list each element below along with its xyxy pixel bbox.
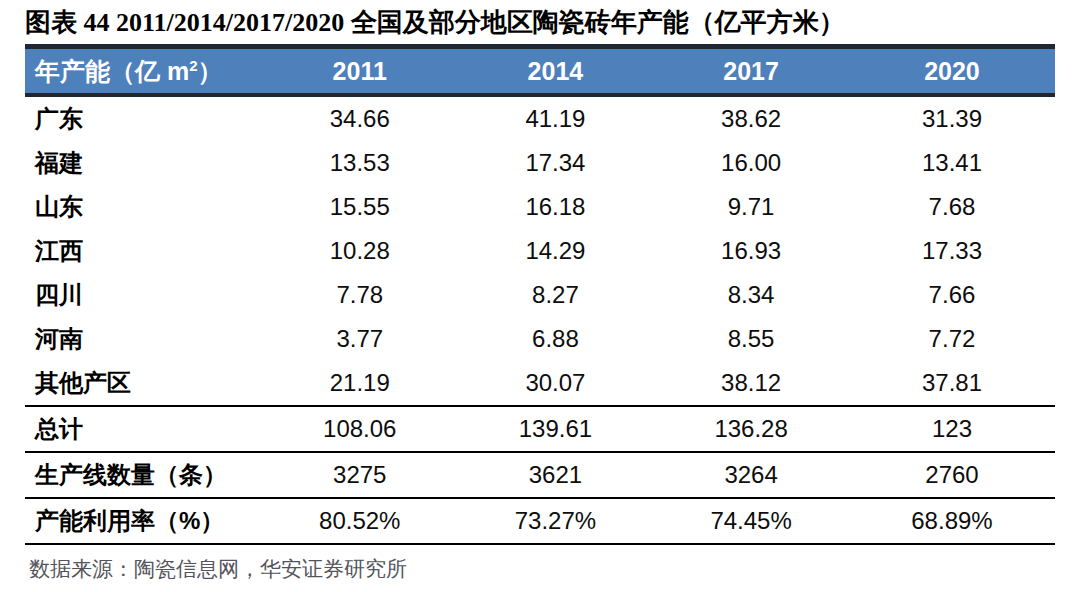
total-label: 总计 [25,406,262,452]
value-cell: 38.62 [653,95,849,141]
region-label: 广东 [25,95,262,141]
header-label-superscript: 2 [189,57,197,74]
value-cell: 7.66 [849,273,1055,317]
capacity-table: 年产能（亿 m2） 2011 2014 2017 2020 广东 34.66 4… [25,44,1055,545]
table-row-total: 总计 108.06 139.61 136.28 123 [25,406,1055,452]
value-cell: 13.41 [849,141,1055,185]
value-cell: 17.33 [849,229,1055,273]
production-lines-label: 生产线数量（条） [25,452,262,498]
value-cell: 80.52% [262,498,458,544]
table-header-row: 年产能（亿 m2） 2011 2014 2017 2020 [25,47,1055,96]
header-label-text: 年产能（亿 m [35,57,189,85]
value-cell: 139.61 [458,406,654,452]
value-cell: 3621 [458,452,654,498]
table-row-sichuan: 四川 7.78 8.27 8.34 7.66 [25,273,1055,317]
value-cell: 16.00 [653,141,849,185]
header-year-2014: 2014 [458,47,654,96]
value-cell: 73.27% [458,498,654,544]
header-year-2011: 2011 [262,47,458,96]
table-row-shandong: 山东 15.55 16.18 9.71 7.68 [25,185,1055,229]
value-cell: 15.55 [262,185,458,229]
header-label-cell: 年产能（亿 m2） [25,47,262,96]
value-cell: 41.19 [458,95,654,141]
value-cell: 17.34 [458,141,654,185]
region-label: 河南 [25,317,262,361]
table-row-jiangxi: 江西 10.28 14.29 16.93 17.33 [25,229,1055,273]
table-row-utilization: 产能利用率（%） 80.52% 73.27% 74.45% 68.89% [25,498,1055,544]
value-cell: 34.66 [262,95,458,141]
value-cell: 14.29 [458,229,654,273]
figure-title: 图表 44 2011/2014/2017/2020 全国及部分地区陶瓷砖年产能（… [25,6,1055,40]
value-cell: 2760 [849,452,1055,498]
value-cell: 136.28 [653,406,849,452]
value-cell: 123 [849,406,1055,452]
header-label-suffix: ） [198,57,223,85]
value-cell: 7.78 [262,273,458,317]
value-cell: 16.18 [458,185,654,229]
data-source: 数据来源：陶瓷信息网，华安证券研究所 [25,556,1055,582]
report-figure: 图表 44 2011/2014/2017/2020 全国及部分地区陶瓷砖年产能（… [0,0,1080,582]
value-cell: 6.88 [458,317,654,361]
region-label: 江西 [25,229,262,273]
table-row-other-regions: 其他产区 21.19 30.07 38.12 37.81 [25,361,1055,406]
value-cell: 3.77 [262,317,458,361]
value-cell: 7.72 [849,317,1055,361]
value-cell: 7.68 [849,185,1055,229]
value-cell: 8.55 [653,317,849,361]
value-cell: 30.07 [458,361,654,406]
value-cell: 9.71 [653,185,849,229]
region-label: 其他产区 [25,361,262,406]
table-row-henan: 河南 3.77 6.88 8.55 7.72 [25,317,1055,361]
region-label: 山东 [25,185,262,229]
region-label: 四川 [25,273,262,317]
value-cell: 68.89% [849,498,1055,544]
value-cell: 74.45% [653,498,849,544]
value-cell: 108.06 [262,406,458,452]
value-cell: 21.19 [262,361,458,406]
table-row-fujian: 福建 13.53 17.34 16.00 13.41 [25,141,1055,185]
table-row-guangdong: 广东 34.66 41.19 38.62 31.39 [25,95,1055,141]
value-cell: 16.93 [653,229,849,273]
header-year-2020: 2020 [849,47,1055,96]
value-cell: 37.81 [849,361,1055,406]
value-cell: 8.34 [653,273,849,317]
value-cell: 13.53 [262,141,458,185]
region-label: 福建 [25,141,262,185]
utilization-label: 产能利用率（%） [25,498,262,544]
value-cell: 3264 [653,452,849,498]
value-cell: 3275 [262,452,458,498]
header-year-2017: 2017 [653,47,849,96]
value-cell: 38.12 [653,361,849,406]
value-cell: 31.39 [849,95,1055,141]
value-cell: 8.27 [458,273,654,317]
value-cell: 10.28 [262,229,458,273]
table-row-production-lines: 生产线数量（条） 3275 3621 3264 2760 [25,452,1055,498]
